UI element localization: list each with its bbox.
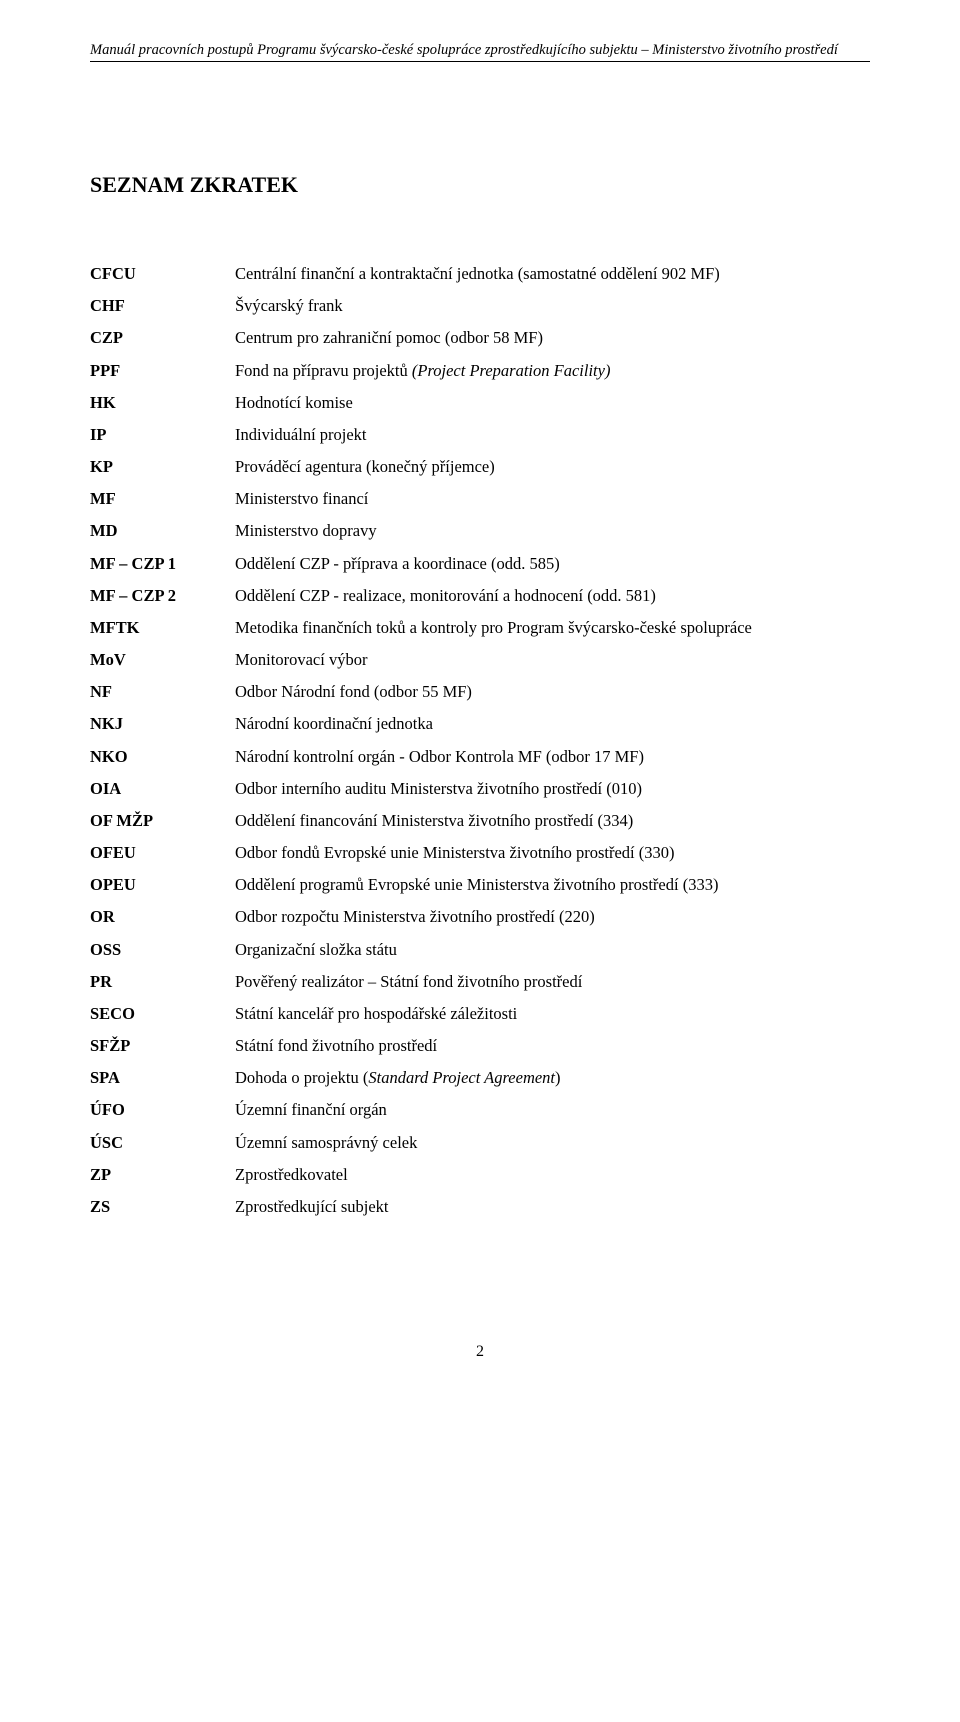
abbr-key: MoV: [90, 644, 235, 676]
abbr-value: Centrum pro zahraniční pomoc (odbor 58 M…: [235, 322, 870, 354]
abbr-value: Prováděcí agentura (konečný příjemce): [235, 451, 870, 483]
abbr-key: MFTK: [90, 612, 235, 644]
abbr-key: ZS: [90, 1191, 235, 1223]
abbreviations-table: CFCUCentrální finanční a kontraktační je…: [90, 258, 870, 1223]
abbr-key: NKJ: [90, 708, 235, 740]
abbr-key: SPA: [90, 1062, 235, 1094]
abbr-key: CZP: [90, 322, 235, 354]
abbr-value: Individuální projekt: [235, 419, 870, 451]
abbr-value: Odbor interního auditu Ministerstva živo…: [235, 773, 870, 805]
table-row: CHFŠvýcarský frank: [90, 290, 870, 322]
abbr-value: Odbor Národní fond (odbor 55 MF): [235, 676, 870, 708]
page-number: 2: [90, 1343, 870, 1361]
abbr-key: SFŽP: [90, 1030, 235, 1062]
abbr-value: Centrální finanční a kontraktační jednot…: [235, 258, 870, 290]
table-row: PPFFond na přípravu projektů (Project Pr…: [90, 355, 870, 387]
table-row: OIAOdbor interního auditu Ministerstva ž…: [90, 773, 870, 805]
table-row: MFMinisterstvo financí: [90, 483, 870, 515]
abbr-key: KP: [90, 451, 235, 483]
abbr-key: PR: [90, 966, 235, 998]
abbr-value: Oddělení programů Evropské unie Minister…: [235, 869, 870, 901]
abbr-value: Metodika finančních toků a kontroly pro …: [235, 612, 870, 644]
table-row: SFŽPStátní fond životního prostředí: [90, 1030, 870, 1062]
table-row: ZSZprostředkující subjekt: [90, 1191, 870, 1223]
abbr-value: Švýcarský frank: [235, 290, 870, 322]
table-row: MDMinisterstvo dopravy: [90, 515, 870, 547]
table-row: HKHodnotící komise: [90, 387, 870, 419]
table-row: SECOStátní kancelář pro hospodářské zále…: [90, 998, 870, 1030]
table-row: CZPCentrum pro zahraniční pomoc (odbor 5…: [90, 322, 870, 354]
abbr-value: Monitorovací výbor: [235, 644, 870, 676]
document-header: Manuál pracovních postupů Programu švýca…: [90, 42, 870, 62]
abbr-value: Fond na přípravu projektů (Project Prepa…: [235, 355, 870, 387]
abbr-value: Zprostředkovatel: [235, 1159, 870, 1191]
table-row: PRPověřený realizátor – Státní fond živo…: [90, 966, 870, 998]
abbr-value: Odbor rozpočtu Ministerstva životního pr…: [235, 901, 870, 933]
abbr-key: ÚSC: [90, 1127, 235, 1159]
table-row: NKONárodní kontrolní orgán - Odbor Kontr…: [90, 741, 870, 773]
table-row: NFOdbor Národní fond (odbor 55 MF): [90, 676, 870, 708]
abbr-key: NKO: [90, 741, 235, 773]
abbr-key: OSS: [90, 934, 235, 966]
abbr-key: CFCU: [90, 258, 235, 290]
table-row: SPADohoda o projektu (Standard Project A…: [90, 1062, 870, 1094]
table-row: CFCUCentrální finanční a kontraktační je…: [90, 258, 870, 290]
table-row: OFEUOdbor fondů Evropské unie Ministerst…: [90, 837, 870, 869]
abbr-key: PPF: [90, 355, 235, 387]
abbr-value: Oddělení financování Ministerstva životn…: [235, 805, 870, 837]
abbr-value: Organizační složka státu: [235, 934, 870, 966]
abbr-value: Dohoda o projektu (Standard Project Agre…: [235, 1062, 870, 1094]
abbr-key: MF: [90, 483, 235, 515]
abbr-key: SECO: [90, 998, 235, 1030]
abbr-value: Hodnotící komise: [235, 387, 870, 419]
table-row: OPEUOddělení programů Evropské unie Mini…: [90, 869, 870, 901]
abbr-value: Odbor fondů Evropské unie Ministerstva ž…: [235, 837, 870, 869]
table-row: MFTKMetodika finančních toků a kontroly …: [90, 612, 870, 644]
abbr-value: Národní kontrolní orgán - Odbor Kontrola…: [235, 741, 870, 773]
abbr-key: MF – CZP 1: [90, 548, 235, 580]
table-row: ZPZprostředkovatel: [90, 1159, 870, 1191]
abbr-value: Státní kancelář pro hospodářské záležito…: [235, 998, 870, 1030]
abbr-value: Oddělení CZP - realizace, monitorování a…: [235, 580, 870, 612]
page-title: SEZNAM ZKRATEK: [90, 172, 870, 198]
abbr-key: MD: [90, 515, 235, 547]
abbr-value: Ministerstvo financí: [235, 483, 870, 515]
abbr-key: ZP: [90, 1159, 235, 1191]
abbr-value: Ministerstvo dopravy: [235, 515, 870, 547]
table-row: KPProváděcí agentura (konečný příjemce): [90, 451, 870, 483]
abbr-value: Pověřený realizátor – Státní fond životn…: [235, 966, 870, 998]
abbr-value: Národní koordinační jednotka: [235, 708, 870, 740]
abbr-key: OF MŽP: [90, 805, 235, 837]
abbr-key: ÚFO: [90, 1094, 235, 1126]
table-row: MF – CZP 2Oddělení CZP - realizace, moni…: [90, 580, 870, 612]
abbr-key: OR: [90, 901, 235, 933]
abbr-key: IP: [90, 419, 235, 451]
table-row: ÚFOÚzemní finanční orgán: [90, 1094, 870, 1126]
table-row: NKJNárodní koordinační jednotka: [90, 708, 870, 740]
table-row: IPIndividuální projekt: [90, 419, 870, 451]
abbr-value: Státní fond životního prostředí: [235, 1030, 870, 1062]
abbr-value: Oddělení CZP - příprava a koordinace (od…: [235, 548, 870, 580]
table-row: MoVMonitorovací výbor: [90, 644, 870, 676]
table-row: ÚSCÚzemní samosprávný celek: [90, 1127, 870, 1159]
abbr-key: OFEU: [90, 837, 235, 869]
abbr-key: OIA: [90, 773, 235, 805]
table-row: OSSOrganizační složka státu: [90, 934, 870, 966]
table-row: MF – CZP 1Oddělení CZP - příprava a koor…: [90, 548, 870, 580]
table-row: OROdbor rozpočtu Ministerstva životního …: [90, 901, 870, 933]
abbr-key: MF – CZP 2: [90, 580, 235, 612]
table-row: OF MŽPOddělení financování Ministerstva …: [90, 805, 870, 837]
abbr-key: NF: [90, 676, 235, 708]
abbr-key: CHF: [90, 290, 235, 322]
abbr-value: Územní samosprávný celek: [235, 1127, 870, 1159]
abbr-key: HK: [90, 387, 235, 419]
abbr-key: OPEU: [90, 869, 235, 901]
abbr-value: Územní finanční orgán: [235, 1094, 870, 1126]
abbr-value: Zprostředkující subjekt: [235, 1191, 870, 1223]
